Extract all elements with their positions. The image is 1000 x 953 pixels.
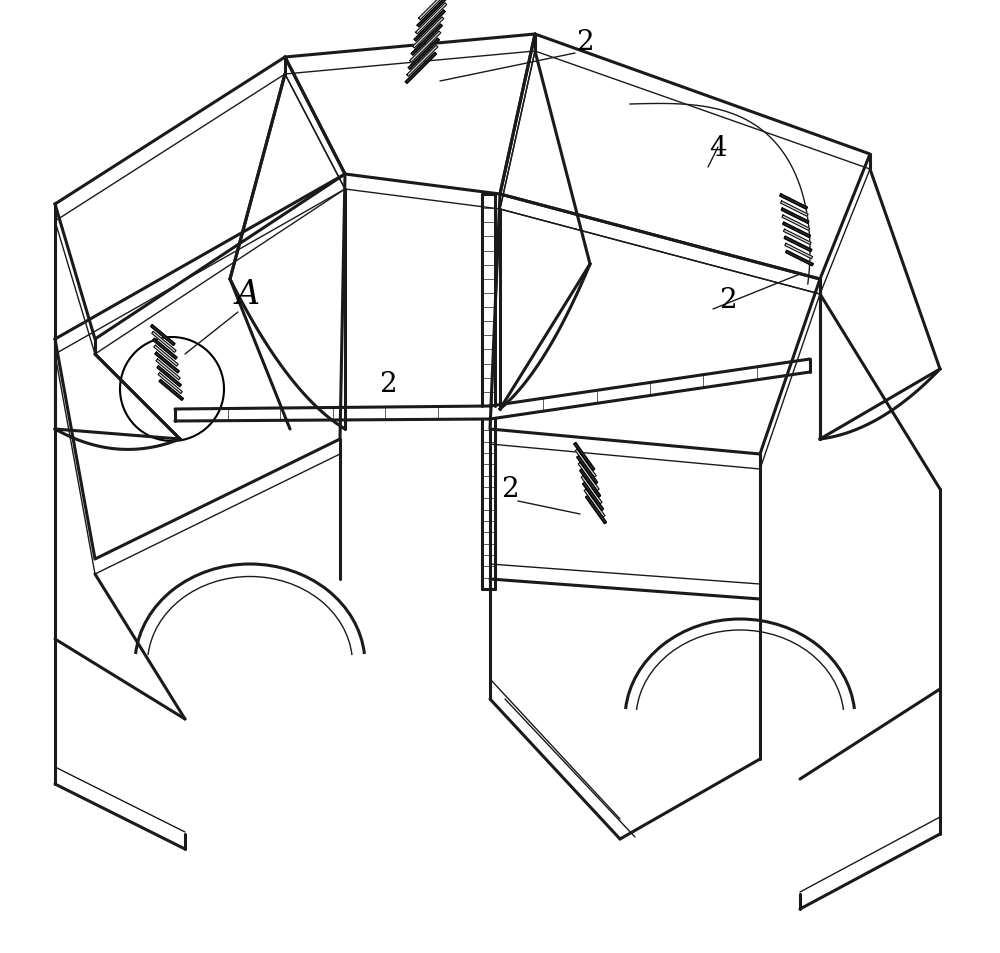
Text: 2: 2 xyxy=(719,286,737,314)
Text: 4: 4 xyxy=(709,134,727,161)
Polygon shape xyxy=(152,333,176,353)
Polygon shape xyxy=(157,366,181,387)
Polygon shape xyxy=(419,0,450,21)
Polygon shape xyxy=(151,325,175,346)
Polygon shape xyxy=(584,490,605,517)
Polygon shape xyxy=(577,456,598,484)
Polygon shape xyxy=(153,339,177,360)
Polygon shape xyxy=(410,32,441,63)
Polygon shape xyxy=(575,450,596,477)
Text: 2: 2 xyxy=(379,371,397,398)
Polygon shape xyxy=(782,215,810,232)
Polygon shape xyxy=(417,0,448,28)
Polygon shape xyxy=(784,237,812,253)
Polygon shape xyxy=(411,25,442,56)
Polygon shape xyxy=(158,374,182,395)
Polygon shape xyxy=(580,470,601,497)
Polygon shape xyxy=(586,497,606,524)
Text: 2: 2 xyxy=(576,29,594,55)
Polygon shape xyxy=(413,18,444,49)
Polygon shape xyxy=(159,380,183,401)
Polygon shape xyxy=(581,476,602,504)
Polygon shape xyxy=(405,53,436,84)
Polygon shape xyxy=(154,346,178,367)
Polygon shape xyxy=(155,353,179,374)
Polygon shape xyxy=(780,194,807,210)
Polygon shape xyxy=(783,223,810,238)
Polygon shape xyxy=(574,443,595,471)
Polygon shape xyxy=(785,244,813,259)
Polygon shape xyxy=(416,4,447,35)
Text: A: A xyxy=(236,278,260,311)
Polygon shape xyxy=(783,230,811,245)
Polygon shape xyxy=(408,39,439,71)
Polygon shape xyxy=(578,463,599,491)
Polygon shape xyxy=(414,10,445,42)
Polygon shape xyxy=(786,251,813,267)
Polygon shape xyxy=(583,483,604,511)
Polygon shape xyxy=(780,202,808,217)
Polygon shape xyxy=(156,359,180,380)
Text: 2: 2 xyxy=(501,476,519,503)
Polygon shape xyxy=(781,209,809,224)
Polygon shape xyxy=(407,46,438,77)
